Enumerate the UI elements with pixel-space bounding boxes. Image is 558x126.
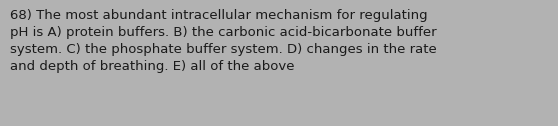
Text: 68) The most abundant intracellular mechanism for regulating
pH is A) protein bu: 68) The most abundant intracellular mech…: [10, 9, 437, 73]
